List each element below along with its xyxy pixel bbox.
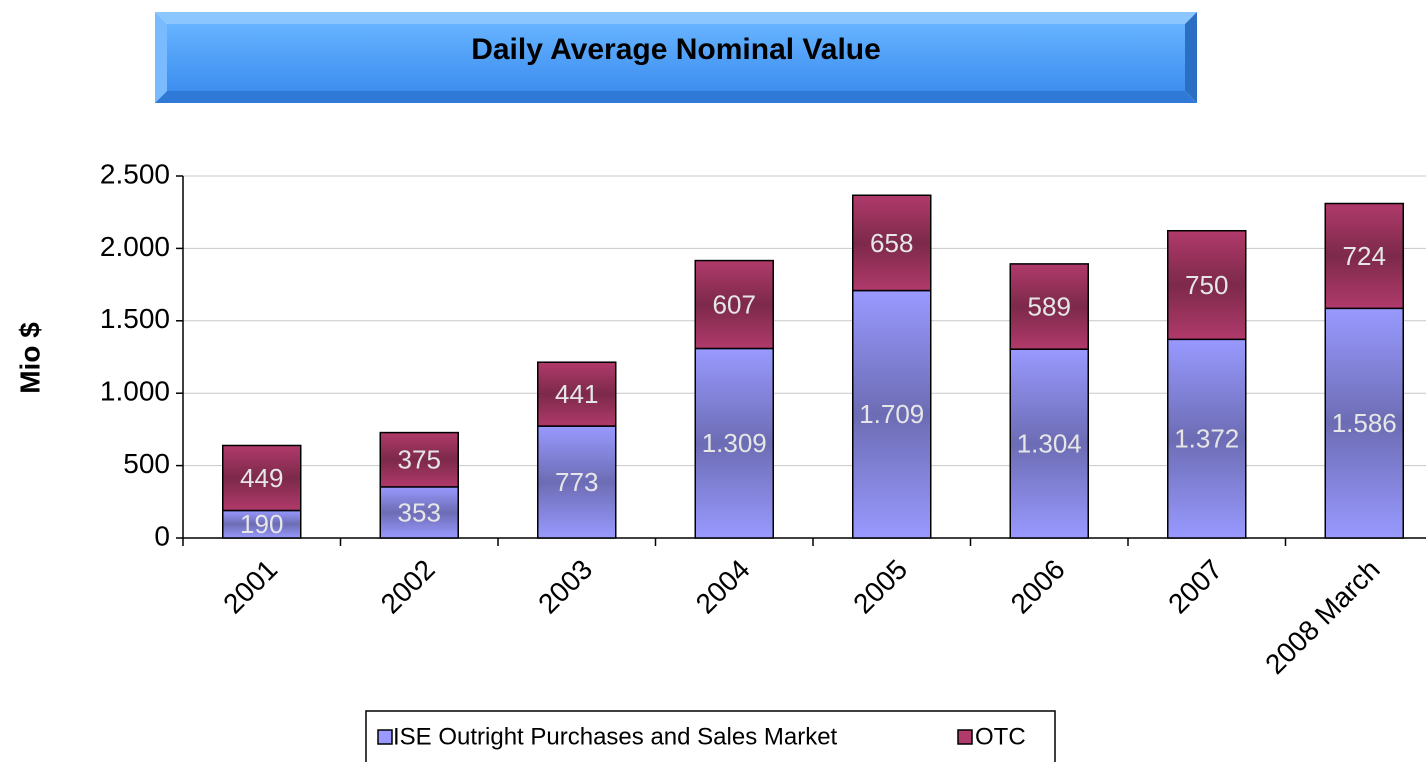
data-label: 773 bbox=[555, 467, 598, 497]
x-tick-label: 2005 bbox=[847, 554, 913, 620]
data-label: 1.309 bbox=[702, 428, 767, 458]
data-label: 607 bbox=[713, 289, 756, 319]
bar-shade bbox=[1010, 263, 1089, 350]
bar-group bbox=[379, 431, 459, 488]
y-tick-label: 1.000 bbox=[100, 376, 170, 407]
data-label: 589 bbox=[1028, 291, 1071, 321]
x-tick-label: 2006 bbox=[1005, 554, 1071, 620]
bar-shade bbox=[537, 362, 616, 427]
y-tick-label: 0 bbox=[154, 520, 170, 551]
bar-group bbox=[379, 486, 459, 539]
data-label: 1.709 bbox=[859, 399, 924, 429]
bar-group bbox=[852, 289, 932, 539]
bar-group bbox=[1324, 307, 1404, 539]
data-label: 750 bbox=[1185, 270, 1228, 300]
data-label: 1.586 bbox=[1332, 408, 1397, 438]
legend-label: OTC bbox=[975, 723, 1026, 750]
bar-shade bbox=[1010, 349, 1089, 538]
bar-group bbox=[537, 361, 617, 427]
bar-group bbox=[1324, 202, 1404, 310]
bar-shade bbox=[537, 426, 616, 538]
bar-group bbox=[694, 347, 774, 539]
bar-shade bbox=[695, 348, 774, 538]
bar-shade bbox=[1167, 230, 1246, 340]
title-banner bbox=[155, 12, 1197, 103]
x-tick-label: 2007 bbox=[1162, 554, 1228, 620]
bar-group bbox=[852, 194, 932, 292]
bar-shade bbox=[1325, 308, 1404, 538]
data-label: 1.304 bbox=[1017, 428, 1082, 458]
legend-label: ISE Outright Purchases and Sales Market bbox=[393, 723, 838, 750]
legend-swatch bbox=[957, 729, 973, 745]
x-tick-label: 2002 bbox=[375, 554, 441, 620]
data-label: 449 bbox=[240, 463, 283, 493]
data-label: 190 bbox=[240, 509, 283, 539]
bar-group bbox=[222, 444, 302, 512]
bar-group bbox=[1167, 229, 1247, 341]
bar-shade bbox=[222, 510, 301, 538]
chart-title: Daily Average Nominal Value bbox=[471, 33, 881, 66]
data-label: 724 bbox=[1343, 241, 1386, 271]
bar-group bbox=[1009, 263, 1089, 350]
bar-shade bbox=[852, 195, 931, 291]
bar-group bbox=[222, 509, 302, 539]
bar-shade bbox=[852, 290, 931, 538]
y-tick-label: 500 bbox=[123, 448, 170, 479]
bar-shade bbox=[1167, 339, 1246, 538]
bar-group bbox=[537, 425, 617, 539]
bar-shade bbox=[1325, 203, 1404, 309]
y-tick-label: 2.500 bbox=[100, 158, 170, 189]
data-label: 375 bbox=[398, 445, 441, 475]
legend-swatch bbox=[377, 729, 393, 745]
bar-shade bbox=[380, 432, 459, 487]
bar-group bbox=[1009, 348, 1089, 539]
data-label: 441 bbox=[555, 379, 598, 409]
data-label: 658 bbox=[870, 228, 913, 258]
bar-shade bbox=[380, 486, 459, 538]
data-label: 1.372 bbox=[1174, 424, 1239, 454]
x-tick-label: 2008 March bbox=[1259, 554, 1385, 680]
y-axis-label: Mio $ bbox=[14, 322, 45, 394]
data-label: 353 bbox=[398, 497, 441, 527]
bar-group bbox=[694, 259, 774, 350]
y-tick-label: 2.000 bbox=[100, 231, 170, 262]
bar-group bbox=[1167, 338, 1247, 539]
y-tick-label: 1.500 bbox=[100, 303, 170, 334]
x-tick-label: 2001 bbox=[217, 554, 283, 620]
bar-shade bbox=[695, 260, 774, 349]
legend bbox=[365, 710, 1056, 762]
x-tick-label: 2003 bbox=[532, 554, 598, 620]
bar-shade bbox=[222, 445, 301, 511]
x-tick-label: 2004 bbox=[690, 554, 756, 620]
